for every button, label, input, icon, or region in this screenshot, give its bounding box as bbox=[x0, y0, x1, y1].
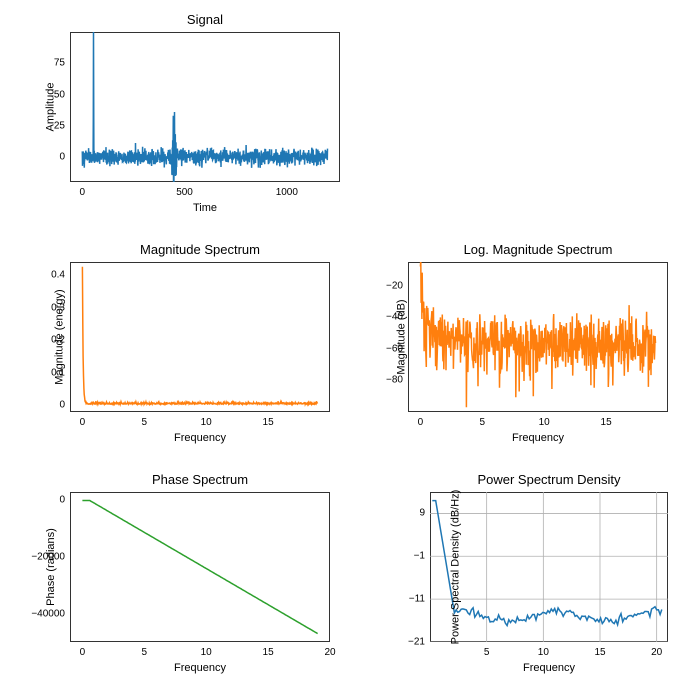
psd-ylabel: Power Spectral Density (dB/Hz) bbox=[449, 490, 461, 645]
xtick-label: 500 bbox=[176, 187, 193, 198]
ytick-label: 0 bbox=[59, 152, 65, 163]
subplot-phase: Phase Spectrum 05101520−40000−200000 Fre… bbox=[70, 492, 330, 642]
xtick-label: 0 bbox=[79, 187, 85, 198]
magnitude-xlabel: Frequency bbox=[70, 432, 330, 444]
magnitude-title: Magnitude Spectrum bbox=[70, 242, 330, 257]
subplot-log_magnitude: Log. Magnitude Spectrum 051015−80−60−40−… bbox=[408, 262, 668, 412]
xtick-label: 5 bbox=[480, 417, 486, 428]
log_magnitude-xlabel: Frequency bbox=[408, 432, 668, 444]
xtick-label: 20 bbox=[324, 647, 335, 658]
phase-svg bbox=[70, 492, 330, 642]
subplot-magnitude: Magnitude Spectrum 05101500.10.20.30.4 F… bbox=[70, 262, 330, 412]
ytick-label: −21 bbox=[408, 637, 425, 648]
ytick-label: −40000 bbox=[31, 608, 65, 619]
log_magnitude-ylabel: Magnitude (dB) bbox=[396, 299, 408, 374]
xtick-label: 15 bbox=[263, 417, 274, 428]
xtick-label: 0 bbox=[80, 647, 86, 658]
ytick-label: −1 bbox=[414, 551, 425, 562]
subplot-psd: Power Spectrum Density 5101520−21−11−19 … bbox=[430, 492, 668, 642]
xtick-label: 15 bbox=[601, 417, 612, 428]
ytick-label: −11 bbox=[409, 594, 425, 605]
magnitude-svg bbox=[70, 262, 330, 412]
phase-xlabel: Frequency bbox=[70, 662, 330, 674]
xtick-label: 0 bbox=[418, 417, 424, 428]
ytick-label: 0.4 bbox=[51, 270, 65, 281]
subplot-signal: Signal 050010000255075 Time Amplitude bbox=[70, 32, 340, 182]
psd-svg bbox=[430, 492, 668, 642]
phase-ylabel: Phase (radians) bbox=[45, 528, 57, 606]
phase-title: Phase Spectrum bbox=[70, 472, 330, 487]
ytick-label: 0 bbox=[59, 400, 65, 411]
magnitude-ylabel: Magnitude (energy) bbox=[54, 289, 66, 384]
xtick-label: 10 bbox=[201, 647, 212, 658]
signal-xlabel: Time bbox=[70, 202, 340, 214]
log_magnitude-title: Log. Magnitude Spectrum bbox=[408, 242, 668, 257]
xtick-label: 10 bbox=[201, 417, 212, 428]
psd-xlabel: Frequency bbox=[430, 662, 668, 674]
xtick-label: 5 bbox=[484, 647, 490, 658]
xtick-label: 5 bbox=[142, 647, 148, 658]
signal-svg bbox=[70, 32, 340, 182]
xtick-label: 20 bbox=[651, 647, 662, 658]
ytick-label: 75 bbox=[54, 58, 65, 69]
xtick-label: 1000 bbox=[276, 187, 298, 198]
log_magnitude-svg bbox=[408, 262, 668, 412]
signal-ylabel: Amplitude bbox=[44, 83, 56, 132]
xtick-label: 10 bbox=[538, 647, 549, 658]
ytick-label: −80 bbox=[386, 375, 403, 386]
ytick-label: −20 bbox=[386, 280, 403, 291]
signal-title: Signal bbox=[70, 12, 340, 27]
xtick-label: 5 bbox=[142, 417, 148, 428]
xtick-label: 10 bbox=[539, 417, 550, 428]
ytick-label: 9 bbox=[419, 508, 425, 519]
xtick-label: 0 bbox=[80, 417, 86, 428]
psd-title: Power Spectrum Density bbox=[430, 472, 668, 487]
xtick-label: 15 bbox=[263, 647, 274, 658]
xtick-label: 15 bbox=[594, 647, 605, 658]
ytick-label: 0 bbox=[59, 495, 65, 506]
